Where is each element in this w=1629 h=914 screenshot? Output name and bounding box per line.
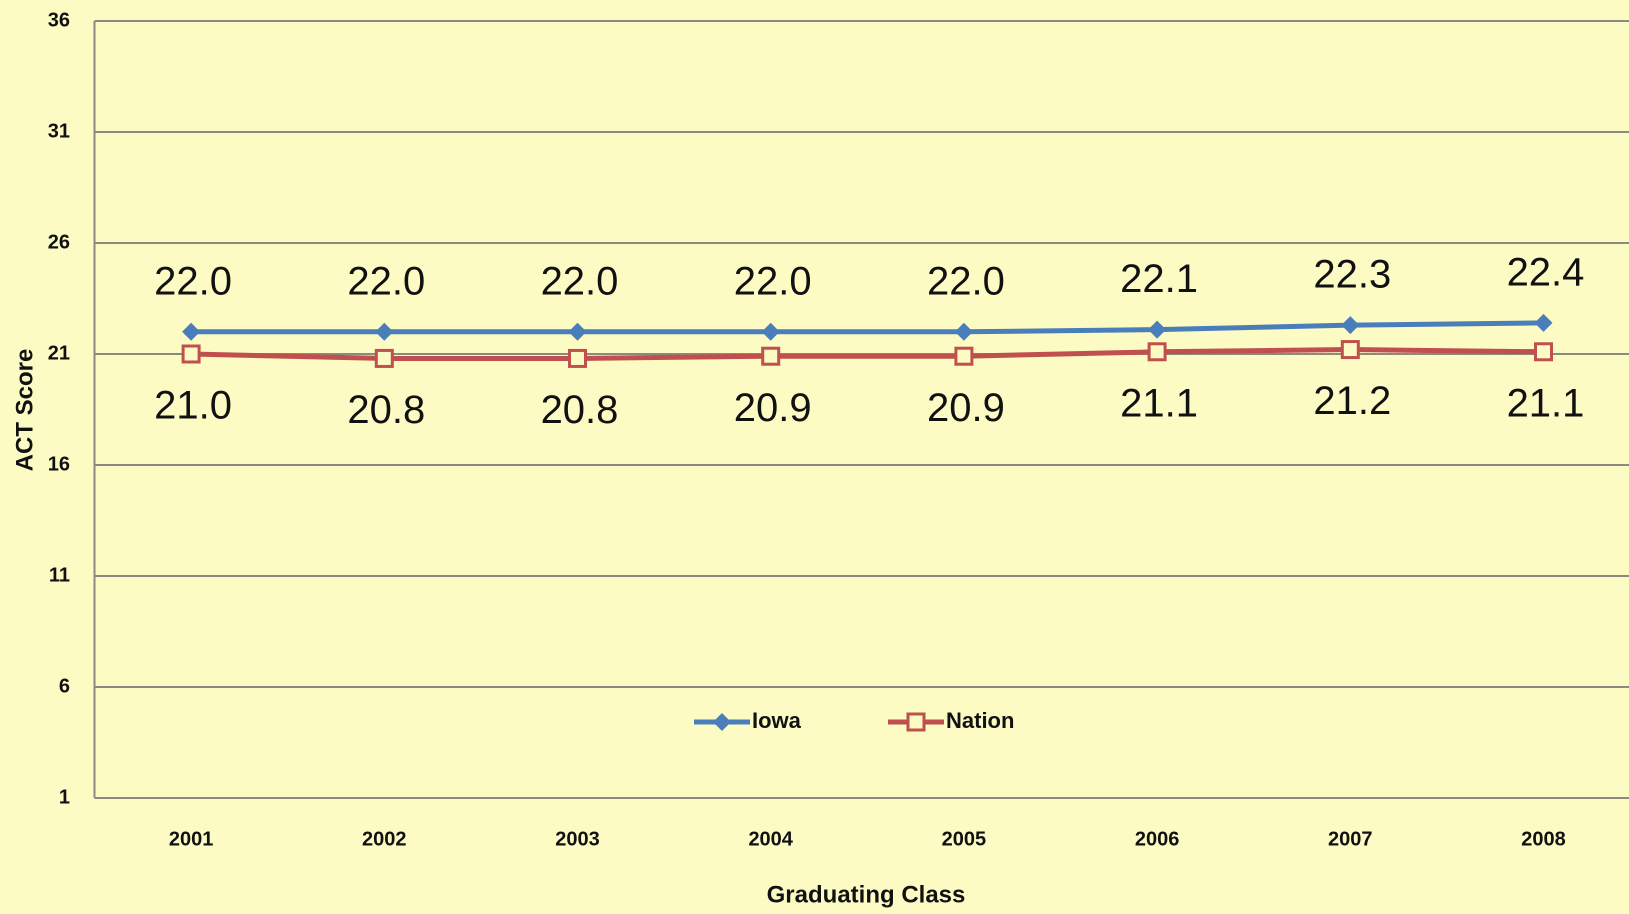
x-axis-title: Graduating Class [767, 881, 966, 908]
marker [1148, 320, 1167, 339]
data-label: 20.9 [927, 386, 1005, 430]
marker [1147, 342, 1167, 362]
x-tick-label: 2007 [1328, 828, 1373, 850]
data-label: 22.3 [1313, 253, 1391, 297]
marker [568, 322, 587, 341]
series-line [191, 320, 1544, 335]
x-tick-label: 2001 [169, 828, 214, 850]
marker [568, 348, 587, 368]
data-label: 22.0 [347, 259, 425, 303]
data-label: 20.9 [734, 386, 812, 430]
y-tick-label: 16 [48, 453, 70, 475]
data-label: 22.0 [927, 259, 1005, 303]
x-tick-label: 2002 [362, 828, 407, 850]
y-tick-label: 31 [48, 120, 70, 142]
marker [1534, 313, 1553, 332]
x-tick-label: 2004 [748, 828, 793, 850]
data-label: 22.0 [154, 259, 232, 303]
marker [374, 348, 394, 368]
x-tick-label: 2005 [942, 828, 987, 850]
marker [954, 346, 974, 366]
y-tick-label: 26 [48, 231, 70, 253]
y-tick-label: 36 [48, 9, 70, 31]
marker [761, 346, 781, 366]
data-label: 20.8 [541, 388, 619, 432]
y-tick-label: 1 [59, 786, 70, 808]
data-label: 22.0 [541, 259, 619, 303]
x-tick-label: 2006 [1135, 828, 1180, 850]
marker [1534, 342, 1553, 362]
y-tick-label: 6 [59, 675, 70, 697]
data-label: 22.4 [1507, 250, 1585, 294]
legend-label: Nation [946, 708, 1014, 733]
legend-marker [906, 712, 926, 732]
data-label: 21.1 [1120, 381, 1198, 425]
legend-marker [713, 713, 731, 731]
data-label: 21.0 [154, 384, 232, 428]
series-line [191, 347, 1544, 361]
marker [1341, 316, 1360, 335]
legend-label: Iowa [752, 708, 802, 733]
y-tick-label: 11 [49, 564, 70, 586]
marker [375, 322, 394, 341]
marker [1340, 340, 1360, 360]
data-label: 20.8 [347, 388, 425, 432]
marker [181, 344, 201, 364]
marker [954, 322, 973, 341]
marker [761, 322, 780, 341]
data-label: 22.0 [734, 259, 812, 303]
data-label: 21.1 [1507, 381, 1585, 425]
marker [182, 322, 201, 341]
y-axis-title: ACT Score [11, 349, 38, 472]
x-tick-label: 2008 [1521, 828, 1566, 850]
data-label: 22.1 [1120, 257, 1198, 301]
data-label: 21.2 [1313, 379, 1391, 423]
y-tick-label: 21 [48, 342, 70, 364]
x-tick-label: 2003 [555, 828, 600, 850]
